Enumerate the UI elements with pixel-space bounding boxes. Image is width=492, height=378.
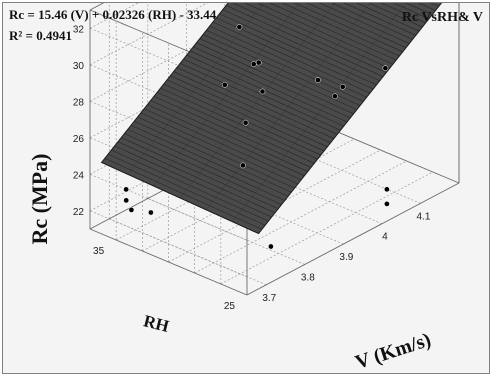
data-point-6 [250, 61, 257, 67]
z-tick-label: 28 [73, 97, 85, 108]
box-edge-0 [246, 182, 460, 296]
data-point-8 [259, 88, 266, 95]
r-squared-label: R² = 0.4941 [9, 28, 72, 43]
tick-labels: 22 24 26 28 30 32 3.7 3.8 3.9 4 4.1 25 35 [73, 24, 431, 312]
data-point-3 [148, 209, 154, 216]
x-tick-label: 4.1 [417, 211, 431, 222]
data-point-20 [384, 186, 390, 193]
data-point-7 [255, 59, 262, 66]
plane-mesh-line [101, 3, 229, 163]
regression-equation: Rc = 15.46 (V) + 0.02326 (RH) - 33.44 [9, 7, 217, 22]
data-point-11 [240, 162, 246, 169]
data-point-21 [384, 201, 390, 207]
plane-mesh-line [127, 3, 264, 175]
chart-svg: 22 24 26 28 30 32 3.7 3.8 3.9 4 4.1 25 35 Rc = 15.46… [9, 3, 483, 374]
chart-title: Rc VsRH& V [402, 10, 483, 25]
data-point-19 [382, 65, 389, 72]
gridline-left-z-1 [89, 173, 248, 241]
data-point-0 [123, 197, 130, 204]
z-tick-label: 22 [73, 207, 85, 218]
data-point-14 [315, 77, 321, 83]
data-point-2 [123, 186, 129, 193]
data-point-16 [339, 83, 346, 90]
y-tick-label: 35 [93, 246, 105, 257]
x-axis-label: V (Km/s) [353, 329, 434, 374]
data-point-10 [242, 119, 249, 126]
x-tick-label: 3.7 [262, 293, 276, 304]
z-tick-label: 24 [73, 170, 85, 181]
plane-mesh-line [232, 3, 407, 222]
x-tick-label: 4 [382, 232, 388, 243]
data-point-9 [221, 81, 228, 88]
data-points [123, 24, 390, 250]
x-tick-label: 3.9 [339, 252, 353, 263]
data-point-1 [128, 207, 135, 213]
plane-mesh-line [179, 3, 336, 199]
x-tick-label: 3.8 [301, 272, 315, 283]
plane-mesh-line [258, 3, 442, 234]
z-tick-label: 32 [73, 24, 85, 35]
y-axis-label: RH [142, 311, 171, 336]
plane-mesh-line [206, 3, 371, 210]
data-point-5 [236, 24, 243, 30]
z-axis-label: Rc (MPa) [27, 153, 52, 244]
fitted-plane [100, 3, 460, 235]
box-edge-1 [89, 228, 248, 296]
data-point-4 [268, 243, 274, 250]
y-tick-label: 25 [224, 301, 236, 312]
data-point-15 [332, 93, 338, 100]
chart-frame: 22 24 26 28 30 32 3.7 3.8 3.9 4 4.1 25 35 Rc = 15.46… [2, 2, 490, 374]
z-tick-label: 30 [73, 61, 85, 72]
z-tick-label: 26 [73, 134, 85, 145]
